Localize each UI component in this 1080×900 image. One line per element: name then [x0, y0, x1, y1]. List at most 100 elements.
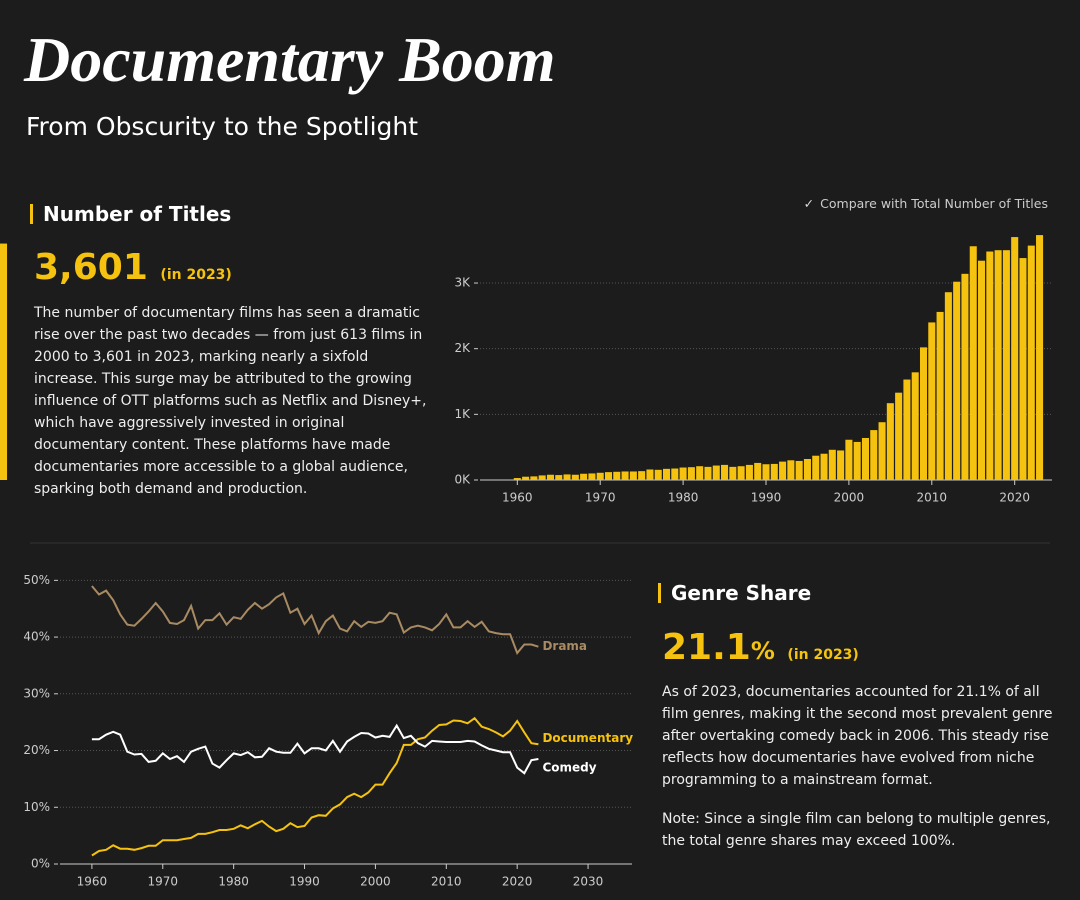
bar — [994, 250, 1002, 480]
check-icon: ✓ — [803, 196, 815, 211]
bar — [580, 473, 588, 480]
page-subtitle: From Obscurity to the Spotlight — [26, 112, 419, 141]
bar — [0, 243, 8, 480]
x-tick-label: 1970 — [585, 491, 616, 505]
bar — [1019, 258, 1027, 480]
series-label: Drama — [542, 639, 587, 653]
bar — [646, 469, 654, 480]
note: Note: Since a single film can belong to … — [662, 811, 1051, 849]
series-label: Documentary — [542, 731, 633, 745]
bar — [845, 439, 853, 480]
big-note: (in 2023) — [160, 267, 232, 283]
bar — [953, 281, 961, 480]
bar — [803, 458, 811, 480]
bar — [1002, 250, 1010, 480]
bar — [779, 461, 787, 480]
y-tick-label: 0K — [454, 473, 471, 487]
x-tick-label: 2020 — [999, 491, 1030, 505]
bar — [629, 471, 637, 480]
y-tick-label: 10% — [23, 800, 50, 814]
bar — [712, 465, 720, 480]
bar — [679, 467, 687, 480]
bar — [1036, 235, 1044, 480]
y-tick-label: 1K — [454, 407, 471, 421]
paragraph: The number of documentary films has seen… — [34, 305, 427, 497]
bar — [596, 472, 604, 480]
bar — [837, 450, 845, 480]
bar — [546, 474, 554, 480]
bar — [820, 453, 828, 480]
x-tick-label: 2000 — [360, 875, 391, 889]
line — [91, 723, 539, 775]
bar — [828, 449, 836, 480]
bar — [1027, 245, 1035, 480]
bar — [986, 251, 994, 480]
bar — [555, 475, 563, 480]
x-tick-label: 1980 — [668, 491, 699, 505]
bar — [795, 460, 803, 480]
bar — [944, 292, 952, 480]
bar — [604, 472, 613, 480]
big-unit: % — [750, 637, 775, 665]
bar — [961, 273, 969, 480]
bar — [530, 476, 538, 480]
series-label: Comedy — [542, 761, 596, 775]
bar — [704, 466, 712, 480]
x-tick-label: 1970 — [148, 875, 179, 889]
bar — [936, 311, 944, 480]
big-value: 21.1 — [662, 627, 751, 668]
paragraph: As of 2023, documentaries accounted for … — [662, 684, 1053, 788]
big-note: (in 2023) — [787, 647, 859, 663]
bar — [1011, 237, 1019, 480]
y-tick-label: 3K — [454, 276, 471, 290]
big-number: 21.1% (in 2023) — [662, 626, 859, 677]
page-title: Documentary Boom — [24, 24, 556, 95]
bar — [538, 475, 546, 480]
bar — [978, 260, 986, 480]
bar — [588, 473, 596, 480]
bar — [895, 392, 903, 480]
y-tick-label: 0% — [31, 857, 50, 871]
toggle-label: Compare with Total Number of Titles — [820, 196, 1048, 211]
bar — [762, 464, 770, 480]
bar — [853, 441, 861, 480]
bar — [928, 322, 936, 480]
bar — [870, 430, 878, 480]
bar — [654, 469, 662, 480]
y-tick-label: 20% — [23, 743, 50, 757]
bar — [911, 372, 919, 480]
bar — [886, 403, 894, 480]
bar — [754, 462, 762, 480]
x-tick-label: 1990 — [751, 491, 782, 505]
y-tick-label: 30% — [23, 686, 50, 700]
bar — [563, 474, 571, 480]
bar — [878, 422, 886, 480]
compare-toggle[interactable]: ✓ Compare with Total Number of Titles — [804, 196, 1048, 211]
x-tick-label: 2020 — [502, 875, 533, 889]
bar — [696, 466, 704, 480]
line — [91, 585, 539, 655]
section-heading: Number of Titles — [30, 204, 231, 224]
bar — [770, 463, 778, 480]
bar — [919, 347, 928, 480]
bar — [812, 455, 820, 480]
bar — [861, 437, 870, 480]
bar — [729, 466, 737, 480]
bar — [745, 464, 753, 480]
bar — [621, 471, 629, 480]
big-number: 3,601 (in 2023) — [34, 246, 232, 297]
bar — [638, 471, 646, 480]
bar — [787, 460, 795, 480]
bar — [522, 476, 530, 480]
x-tick-label: 1990 — [289, 875, 320, 889]
bar — [613, 471, 621, 480]
x-tick-label: 1960 — [77, 875, 108, 889]
big-value: 3,601 — [34, 247, 148, 288]
x-tick-label: 2010 — [917, 491, 948, 505]
bar — [903, 379, 911, 480]
bar — [571, 474, 579, 480]
x-tick-label: 2010 — [431, 875, 462, 889]
x-tick-label: 2030 — [573, 875, 604, 889]
x-tick-label: 2000 — [834, 491, 865, 505]
